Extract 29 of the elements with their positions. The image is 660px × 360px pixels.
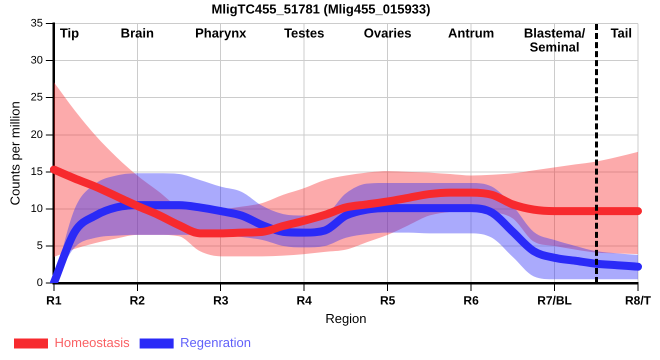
annotation: Blastema/ Seminal bbox=[524, 26, 586, 55]
annotation: Antrum bbox=[448, 26, 494, 41]
chart-title: MligTC455_51781 (Mlig455_015933) bbox=[212, 1, 430, 16]
x-tick-label: R2 bbox=[130, 294, 146, 308]
x-tick-label: R5 bbox=[380, 294, 396, 308]
y-tick-label: 30 bbox=[30, 54, 43, 67]
y-tick-label: 0 bbox=[36, 277, 43, 290]
legend-label: Regenration bbox=[180, 335, 251, 350]
y-axis-title: Counts per million bbox=[7, 101, 22, 206]
x-tick-label: R8/T bbox=[624, 294, 652, 308]
x-tick-label: R1 bbox=[46, 294, 62, 308]
y-tick-label: 5 bbox=[36, 240, 43, 252]
annotation: Tail bbox=[610, 26, 632, 41]
annotation: Brain bbox=[120, 26, 154, 41]
annotation: Ovaries bbox=[364, 26, 412, 41]
x-tick-label: R3 bbox=[213, 294, 229, 308]
y-tick-label: 20 bbox=[30, 128, 43, 141]
y-tick-label: 15 bbox=[30, 166, 43, 178]
legend-label: Homeostasis bbox=[54, 335, 130, 350]
x-tick-label: R6 bbox=[463, 294, 480, 308]
y-tick-label: 10 bbox=[30, 202, 43, 215]
y-tick-label: 25 bbox=[30, 92, 43, 104]
x-tick-label: R4 bbox=[296, 294, 312, 308]
x-tick-label: R7/BL bbox=[537, 294, 572, 308]
x-axis-title: Region bbox=[325, 310, 367, 326]
annotation: Tip bbox=[60, 26, 80, 41]
annotation: Testes bbox=[284, 26, 324, 41]
y-tick-label: 35 bbox=[30, 18, 43, 30]
annotation: Pharynx bbox=[195, 26, 248, 41]
